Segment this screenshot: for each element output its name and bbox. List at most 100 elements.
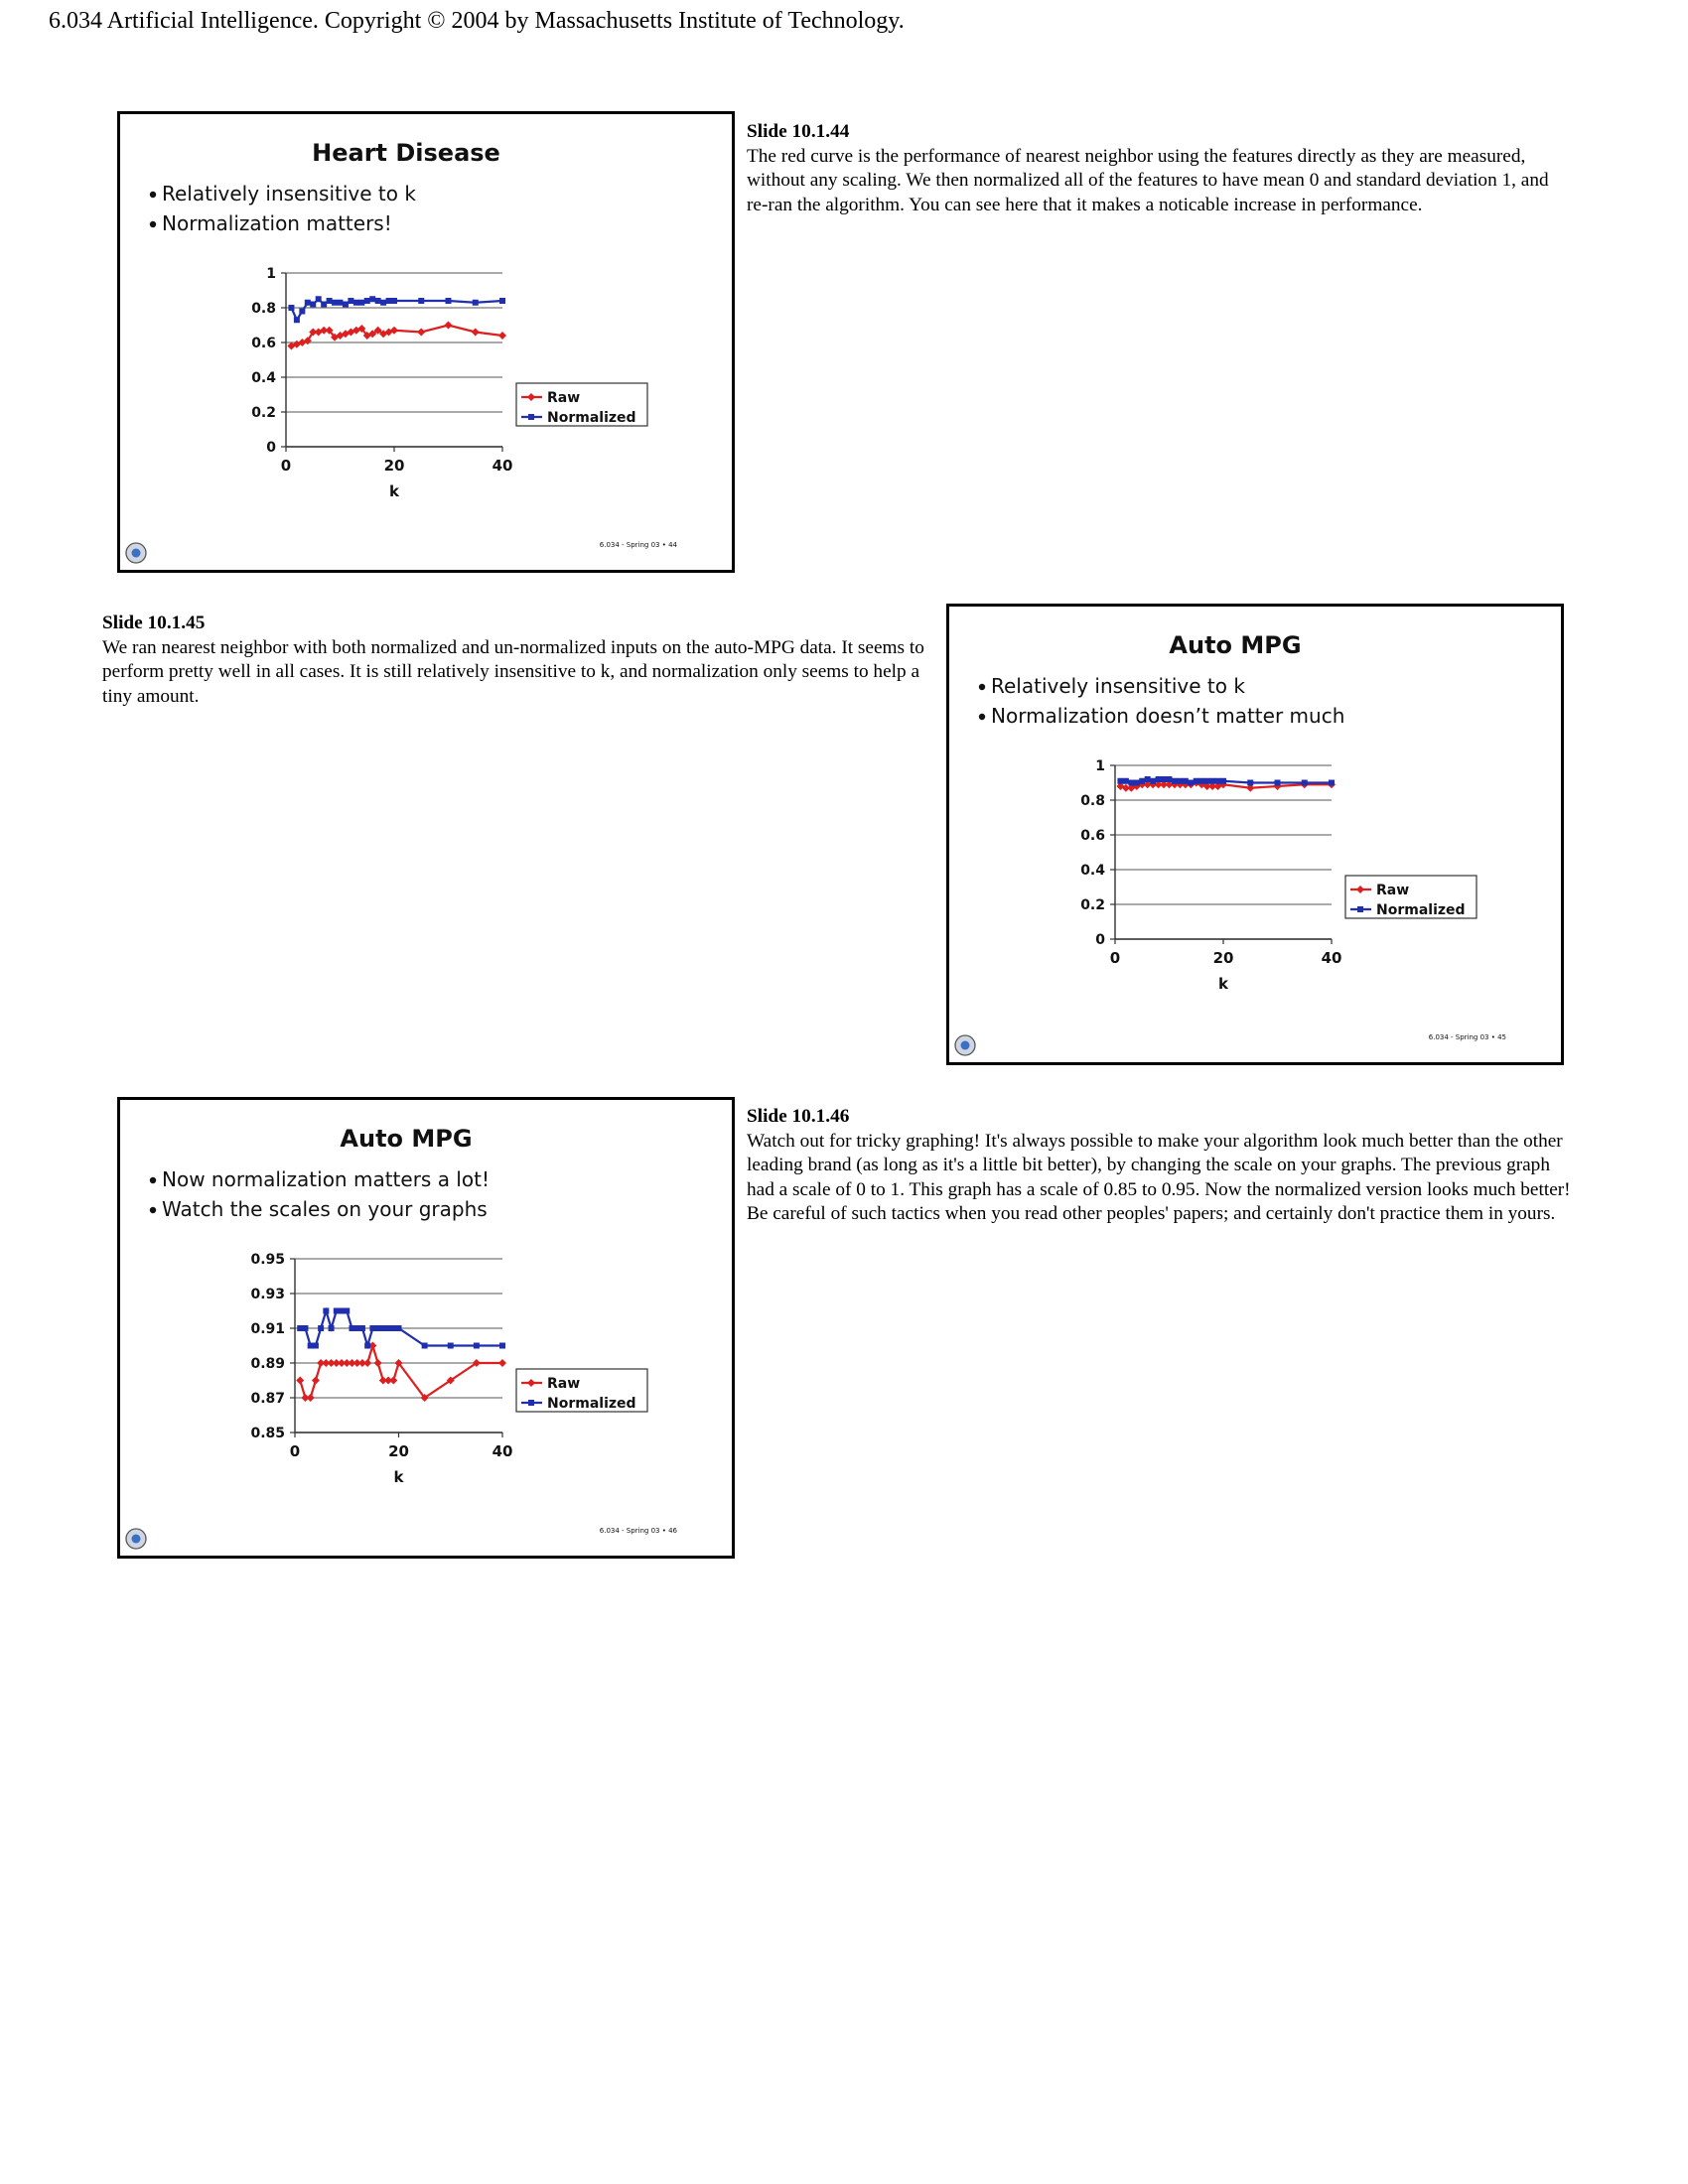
legend-label: Normalized bbox=[1376, 902, 1466, 918]
slide-number-label: Slide 10.1.44 bbox=[747, 121, 850, 142]
data-point-normalized bbox=[363, 298, 370, 304]
legend-marker bbox=[527, 393, 535, 401]
data-point-normalized bbox=[369, 1325, 376, 1331]
data-point-normalized bbox=[323, 1307, 330, 1314]
data-point-normalized bbox=[307, 1342, 314, 1349]
data-point-normalized bbox=[390, 1325, 397, 1331]
data-point-normalized bbox=[349, 1325, 355, 1331]
data-point-raw bbox=[373, 326, 382, 335]
data-point-raw bbox=[1246, 783, 1255, 792]
legend-label: Raw bbox=[547, 390, 580, 406]
y-tick-label: 0.6 bbox=[251, 336, 276, 351]
data-point-normalized bbox=[1128, 779, 1135, 786]
data-point-raw bbox=[394, 1359, 403, 1367]
legend-marker bbox=[528, 414, 534, 420]
data-point-normalized bbox=[1144, 776, 1151, 782]
data-point-normalized bbox=[445, 298, 452, 304]
data-point-normalized bbox=[328, 1325, 335, 1331]
data-point-raw bbox=[322, 1359, 331, 1367]
data-point-normalized bbox=[374, 1325, 381, 1331]
data-point-normalized bbox=[418, 298, 425, 304]
legend-marker bbox=[527, 1379, 535, 1387]
data-point-normalized bbox=[472, 299, 479, 306]
data-point-raw bbox=[446, 1376, 455, 1385]
legend-label: Normalized bbox=[547, 1396, 636, 1412]
data-point-normalized bbox=[339, 1307, 346, 1314]
data-point-normalized bbox=[321, 301, 328, 308]
slide-image-46: Auto MPG Now normalization matters a lot!… bbox=[117, 1097, 735, 1559]
y-tick-label: 1 bbox=[1095, 758, 1105, 774]
data-point-normalized bbox=[358, 1325, 365, 1331]
speaker-icon-center bbox=[131, 548, 141, 558]
slide-note-44: Slide 10.1.44 The red curve is the perfo… bbox=[747, 120, 1571, 217]
data-point-normalized bbox=[312, 1342, 319, 1349]
data-point-raw bbox=[363, 1359, 372, 1367]
x-tick-label: 20 bbox=[388, 1442, 409, 1460]
legend-marker bbox=[1356, 886, 1364, 893]
data-point-raw bbox=[420, 1394, 429, 1402]
data-point-normalized bbox=[1203, 777, 1210, 784]
slide-note-text: The red curve is the performance of near… bbox=[747, 145, 1549, 215]
data-point-normalized bbox=[315, 296, 322, 303]
legend-label: Normalized bbox=[547, 410, 636, 426]
data-point-raw bbox=[320, 326, 329, 335]
legend-label: Raw bbox=[1376, 883, 1409, 898]
data-point-raw bbox=[357, 325, 366, 333]
x-axis-label: k bbox=[394, 1468, 405, 1486]
data-point-normalized bbox=[1155, 776, 1162, 782]
data-point-normalized bbox=[385, 298, 392, 304]
data-point-raw bbox=[417, 328, 426, 337]
data-point-normalized bbox=[364, 1342, 371, 1349]
data-point-raw bbox=[1154, 780, 1163, 789]
series-line-raw bbox=[299, 1341, 502, 1400]
data-point-normalized bbox=[1301, 779, 1308, 786]
data-point-normalized bbox=[304, 299, 311, 306]
bullet-dot bbox=[149, 1176, 157, 1184]
data-point-normalized bbox=[1117, 777, 1124, 784]
slide-title: Auto MPG bbox=[340, 1125, 472, 1153]
y-tick-label: 0.6 bbox=[1080, 828, 1105, 844]
data-point-normalized bbox=[447, 1342, 454, 1349]
data-point-normalized bbox=[1182, 777, 1189, 784]
data-point-raw bbox=[373, 1359, 382, 1367]
slide-bullet: Watch the scales on your graphs bbox=[162, 1197, 488, 1221]
data-point-raw bbox=[327, 1359, 336, 1367]
data-point-normalized bbox=[318, 1325, 325, 1331]
legend-box bbox=[1344, 875, 1477, 919]
y-tick-label: 0.2 bbox=[251, 405, 276, 421]
data-point-normalized bbox=[293, 317, 300, 324]
data-point-normalized bbox=[1209, 777, 1216, 784]
data-point-normalized bbox=[473, 1342, 480, 1349]
data-point-raw bbox=[352, 1359, 361, 1367]
data-point-normalized bbox=[288, 305, 295, 311]
bullet-dot bbox=[978, 683, 986, 691]
data-point-raw bbox=[378, 1376, 387, 1385]
data-point-raw bbox=[332, 1359, 341, 1367]
slide-bullet: Normalization matters! bbox=[162, 211, 392, 235]
data-point-normalized bbox=[1188, 779, 1195, 786]
x-tick-label: 0 bbox=[290, 1442, 300, 1460]
data-point-raw bbox=[1121, 783, 1130, 792]
x-axis-label: k bbox=[1218, 975, 1229, 993]
data-point-raw bbox=[368, 330, 377, 339]
data-point-raw bbox=[498, 332, 506, 340]
data-point-normalized bbox=[421, 1342, 428, 1349]
data-point-raw bbox=[343, 1359, 352, 1367]
data-point-normalized bbox=[1133, 779, 1140, 786]
y-tick-label: 0.8 bbox=[251, 301, 276, 317]
data-point-normalized bbox=[310, 301, 317, 308]
data-point-normalized bbox=[499, 298, 505, 304]
data-point-normalized bbox=[297, 1325, 304, 1331]
x-tick-label: 20 bbox=[1213, 949, 1234, 967]
data-point-raw bbox=[498, 1359, 506, 1367]
legend-marker bbox=[1357, 906, 1363, 912]
x-tick-label: 40 bbox=[492, 457, 513, 475]
y-tick-label: 0.2 bbox=[1080, 897, 1105, 913]
slide-note-46: Slide 10.1.46 Watch out for tricky graph… bbox=[747, 1105, 1571, 1227]
bullet-dot bbox=[149, 220, 157, 228]
data-point-raw bbox=[306, 1394, 315, 1402]
legend-label: Raw bbox=[547, 1376, 580, 1392]
data-point-normalized bbox=[1329, 779, 1335, 786]
data-point-raw bbox=[1202, 782, 1211, 790]
slide-canvas: Auto MPG Now normalization matters a lot!… bbox=[125, 1125, 678, 1550]
